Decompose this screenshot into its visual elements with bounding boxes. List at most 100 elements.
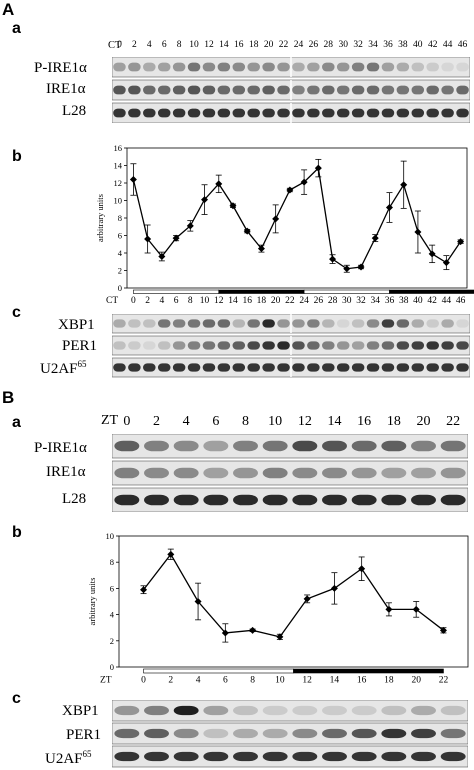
blot-band — [456, 62, 469, 72]
blot-band — [143, 341, 156, 350]
blot-band — [143, 319, 156, 328]
blot-band — [203, 494, 229, 506]
x-tick-label: 0 — [131, 296, 136, 304]
blot-band — [114, 467, 140, 479]
blot-band — [440, 751, 466, 762]
series-line — [132, 166, 462, 270]
blot-band — [322, 62, 335, 72]
data-point — [272, 215, 280, 223]
blot-band — [396, 363, 410, 372]
blot-band — [113, 363, 126, 372]
blot-band — [426, 319, 439, 328]
blot-band — [322, 494, 347, 506]
blot-band — [144, 494, 169, 506]
blot-band — [366, 85, 380, 95]
blot-strip — [112, 487, 468, 512]
blot-band — [217, 341, 231, 350]
blot-band — [113, 108, 126, 118]
x-tick-label: 20 — [271, 296, 281, 304]
blot-band — [187, 319, 201, 328]
panel-b-blot-label-xbp1: XBP1 — [62, 703, 99, 719]
blot-band — [307, 85, 320, 95]
dark-phase-bar — [218, 289, 305, 294]
blot-strip — [112, 722, 468, 745]
blot-band — [143, 85, 156, 95]
blot-band — [114, 705, 140, 716]
data-point — [158, 253, 166, 260]
blot-band — [262, 62, 275, 72]
blot-band — [232, 108, 246, 118]
blot-strip — [112, 434, 468, 459]
data-point — [144, 235, 152, 243]
panel-b-blot-label-p-ire1a: P-IRE1α — [34, 440, 87, 456]
blot-band — [366, 62, 380, 72]
blot-band — [232, 62, 246, 72]
blot-band — [351, 705, 377, 716]
lane-number: 2 — [132, 40, 137, 50]
blot-band — [173, 494, 199, 506]
blot-band — [128, 62, 141, 72]
blot-band — [157, 108, 171, 118]
x-axis-title: CT — [106, 296, 118, 304]
blot-band — [381, 494, 407, 506]
data-point — [412, 605, 420, 613]
panel-b-lane-numbers: 0 2 4 6 8 10 12 14 16 18 20 22 — [0, 414, 474, 430]
blot-band — [292, 85, 305, 95]
data-point — [276, 633, 284, 641]
y-tick-label: 10 — [114, 196, 123, 206]
blot-band — [396, 62, 410, 72]
blot-band — [187, 108, 201, 118]
blot-band — [351, 62, 365, 72]
blot-band — [351, 85, 365, 95]
lane-number: 34 — [368, 40, 378, 50]
x-tick-label: 40 — [413, 296, 423, 304]
blot-band — [426, 363, 439, 372]
blot-band — [203, 440, 229, 452]
blot-band — [292, 62, 305, 72]
light-phase-bar — [143, 668, 294, 674]
blot-band — [262, 363, 275, 372]
blot-band — [441, 62, 454, 72]
blot-band — [128, 341, 141, 350]
data-point — [303, 595, 311, 603]
blot-band — [381, 108, 395, 118]
dark-phase-bar — [293, 668, 444, 674]
lane-number: 22 — [446, 414, 461, 429]
data-point — [286, 186, 294, 194]
y-tick-label: 2 — [110, 636, 114, 646]
blot-band — [233, 467, 258, 479]
blot-band — [157, 341, 171, 350]
blot-band — [426, 62, 439, 72]
blot-band — [366, 341, 380, 350]
blot-band — [307, 363, 320, 372]
data-point — [442, 259, 450, 267]
blot-band — [366, 363, 380, 372]
lane-number: 22 — [278, 40, 289, 50]
lane-number: 42 — [427, 40, 438, 50]
panel-a-blot-label-xbp1: XBP1 — [58, 317, 95, 333]
lane-number: 16 — [234, 40, 244, 50]
blot-band — [202, 319, 216, 328]
blot-band — [411, 494, 436, 506]
data-point — [439, 626, 447, 634]
data-point — [172, 234, 180, 242]
blot-band — [232, 341, 246, 350]
blot-band — [396, 319, 410, 328]
blot-band — [114, 728, 140, 739]
blot-band — [336, 62, 350, 72]
blot-band — [411, 341, 425, 350]
blot-band — [173, 728, 199, 739]
blot-strip — [112, 745, 468, 768]
blot-band — [128, 85, 141, 95]
data-point — [243, 227, 251, 235]
panel-a-sub-a-label: a — [12, 20, 21, 37]
blot-band — [128, 363, 141, 372]
blot-band — [381, 85, 395, 95]
blot-band — [202, 62, 216, 72]
lane-number: 4 — [182, 414, 190, 429]
blot-band — [292, 440, 318, 452]
blot-band — [172, 85, 186, 95]
data-point — [343, 265, 351, 273]
blot-band — [143, 108, 156, 118]
